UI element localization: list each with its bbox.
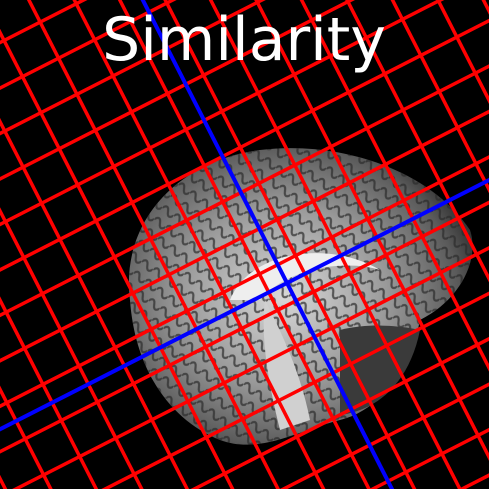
title: Similarity	[102, 5, 386, 75]
brain-scan	[128, 148, 473, 445]
cerebellum	[340, 325, 420, 415]
